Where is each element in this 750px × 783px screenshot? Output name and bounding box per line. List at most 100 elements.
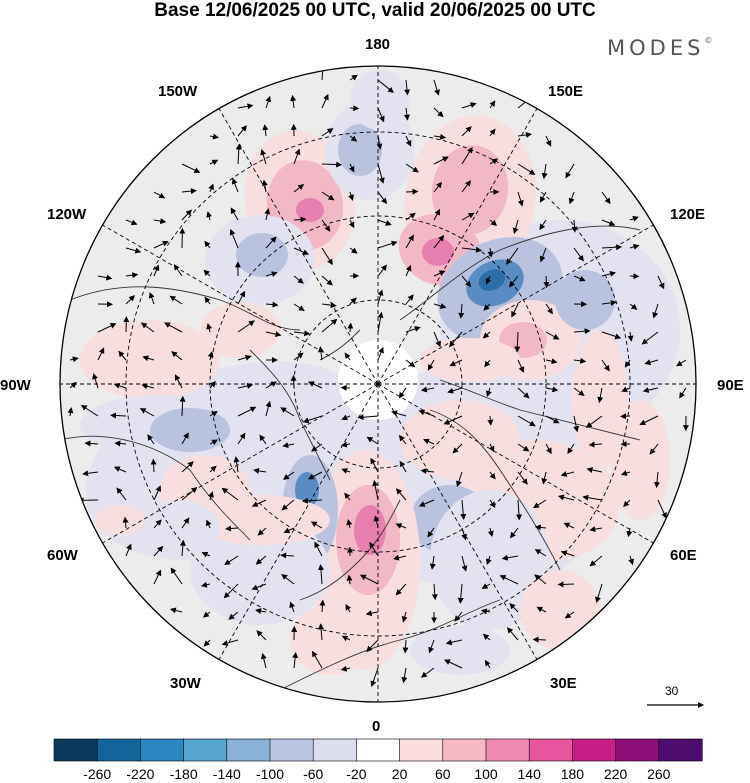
meridian-line: [218, 383, 379, 660]
wind-vector: [181, 517, 190, 529]
wind-vector: [402, 639, 409, 654]
map-disc: [60, 66, 696, 702]
wind-vector: [209, 465, 217, 473]
wind-vector: [534, 549, 547, 557]
wind-vector: [293, 247, 310, 255]
colorbar-tick-label: -220: [126, 766, 155, 782]
wind-vector: [208, 183, 214, 193]
wind-vector: [317, 346, 324, 361]
wind-vector: [307, 381, 323, 389]
colorbar-swatch: [53, 738, 98, 762]
wind-vector: [153, 519, 162, 529]
wind-vector: [311, 650, 323, 669]
wind-vector: [265, 400, 272, 417]
wind-vector: [433, 156, 449, 165]
wind-vector: [321, 302, 337, 309]
wind-vector: [204, 296, 211, 305]
wind-vector: [398, 434, 407, 445]
wind-vector: [340, 665, 351, 672]
wind-vector: [293, 330, 311, 337]
wind-vector: [641, 331, 659, 345]
wind-vector: [209, 410, 218, 417]
wind-vector: [69, 356, 79, 363]
coastline: [60, 435, 251, 541]
anomaly-area: [140, 500, 220, 560]
wind-vector: [377, 79, 394, 93]
anomaly-area: [150, 408, 230, 452]
colorbar-tick-label: 140: [517, 766, 541, 782]
wind-vector: [431, 583, 438, 601]
wind-vector: [539, 247, 547, 263]
wind-vector: [657, 275, 665, 290]
wind-vector: [517, 443, 530, 452]
wind-vector: [642, 387, 659, 393]
wind-vector: [221, 639, 239, 646]
wind-vector: [433, 133, 447, 140]
wind-vector: [398, 387, 407, 399]
longitude-label-180: 180: [365, 36, 391, 53]
wind-vector: [235, 143, 242, 165]
map-border: [59, 65, 697, 703]
wind-vector: [348, 219, 355, 229]
wind-vector: [433, 79, 440, 96]
wind-vector: [348, 163, 355, 173]
wind-vector: [225, 525, 239, 532]
wind-vector: [482, 633, 491, 641]
wind-vector: [125, 543, 132, 557]
wind-vector: [293, 216, 307, 223]
wind-vectors: [67, 66, 689, 688]
wind-vector: [69, 381, 77, 389]
wind-vector: [376, 135, 383, 150]
wind-vector: [173, 264, 183, 277]
colorbar-tick-label: -20: [346, 766, 367, 782]
colorbar-tick-label: 20: [391, 766, 408, 782]
longitude-label-90e: 90E: [717, 377, 744, 394]
anomaly-area: [200, 302, 280, 358]
wind-vector: [265, 301, 279, 308]
anomaly-area: [80, 320, 220, 400]
wind-vector: [251, 583, 267, 591]
wind-vector: [293, 275, 304, 284]
colorbar-tick-label: 180: [560, 766, 585, 782]
wind-vector: [174, 374, 183, 389]
wind-vector: [433, 331, 441, 348]
wind-vector: [405, 264, 412, 277]
anomaly-area: [422, 238, 454, 266]
wind-vector: [405, 326, 421, 333]
wind-vector: [223, 583, 239, 599]
brand-mark: ©: [704, 36, 713, 45]
wind-vector: [545, 331, 560, 340]
wind-vector: [395, 523, 407, 529]
wind-vector: [405, 212, 416, 221]
meridian-line: [102, 224, 379, 385]
wind-vector: [307, 471, 323, 480]
wind-vector: [512, 219, 519, 235]
wind-vector: [560, 550, 575, 557]
wind-vector: [251, 499, 267, 507]
wind-vector: [125, 272, 139, 279]
wind-vector: [370, 667, 379, 688]
wind-vector: [164, 322, 183, 333]
wind-vector: [139, 408, 155, 417]
anomaly-area: [95, 505, 145, 535]
wind-vector: [461, 246, 482, 253]
wind-vector: [458, 303, 465, 319]
wind-vector: [486, 555, 492, 565]
wind-vector: [461, 212, 475, 221]
wind-vector: [228, 611, 239, 620]
wind-vector: [366, 639, 379, 653]
wind-vector: [179, 539, 186, 557]
anomaly-area: [478, 269, 506, 291]
wind-vector: [484, 359, 491, 368]
wind-vector: [541, 471, 548, 485]
colorbar-swatch: [442, 738, 487, 762]
coastline: [279, 599, 501, 691]
wind-vector: [203, 639, 211, 647]
wind-vector: [377, 289, 384, 305]
colorbar-swatch: [615, 738, 660, 762]
wind-vector: [202, 611, 211, 618]
wind-vector: [404, 79, 410, 96]
wind-vector: [116, 487, 127, 501]
wind-vector: [122, 516, 129, 529]
longitude-label-0: 0: [372, 718, 381, 735]
